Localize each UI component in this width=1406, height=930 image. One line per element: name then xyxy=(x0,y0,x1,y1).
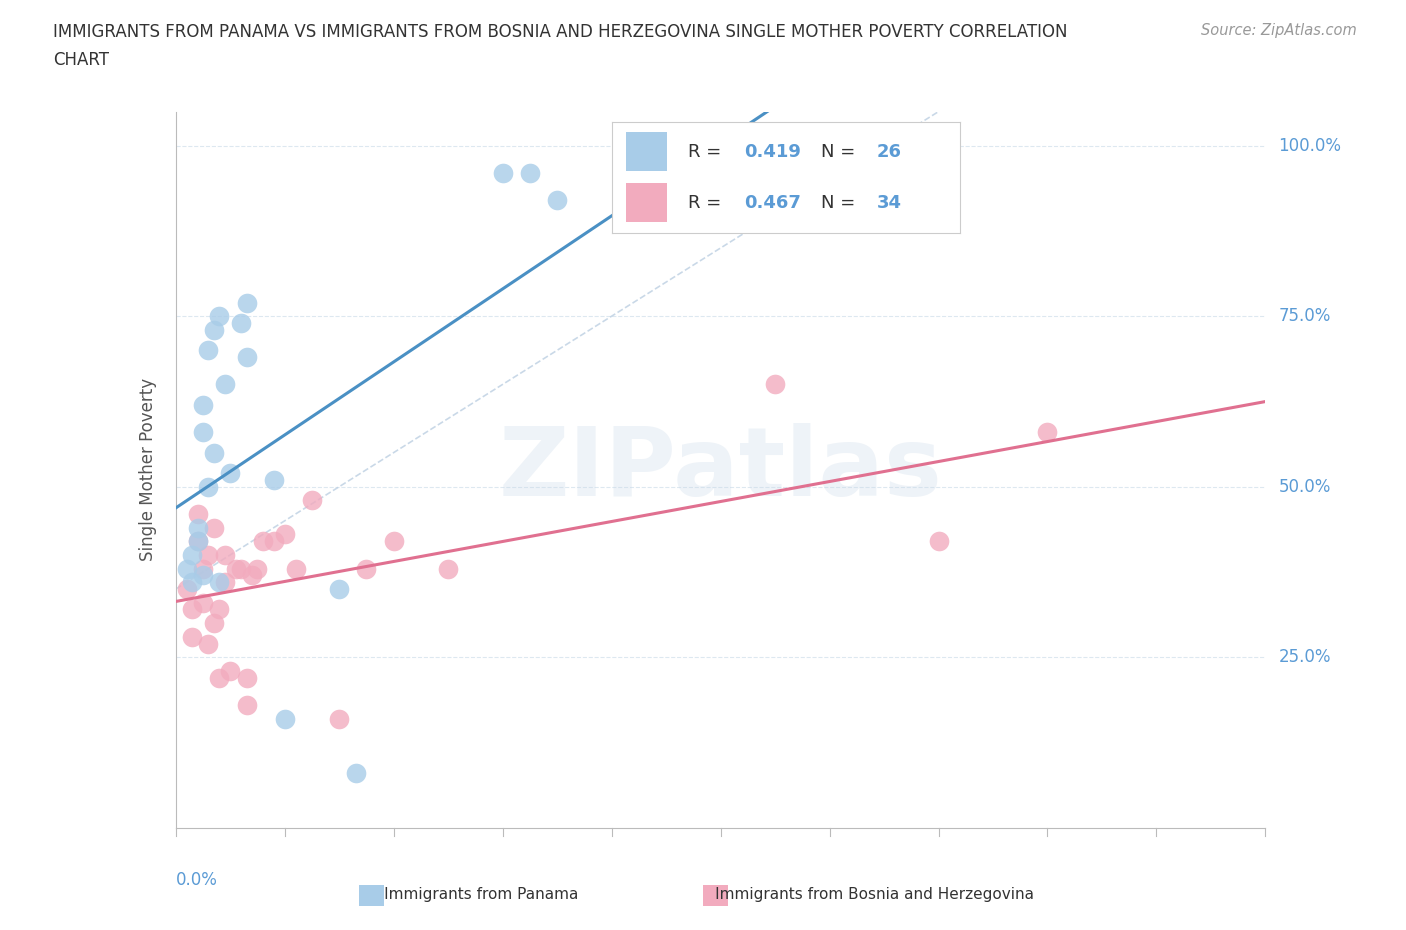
Point xyxy=(263,534,285,549)
Point xyxy=(274,711,297,726)
Point xyxy=(197,548,219,563)
Point xyxy=(191,397,214,412)
Point xyxy=(274,527,297,542)
Point xyxy=(191,568,214,583)
Point xyxy=(284,561,307,576)
Point xyxy=(519,166,541,180)
Point xyxy=(1036,425,1059,440)
Text: 0.0%: 0.0% xyxy=(176,870,218,889)
Point xyxy=(235,698,257,712)
Point xyxy=(235,671,257,685)
Point xyxy=(197,479,219,494)
Point xyxy=(328,581,350,596)
Point xyxy=(181,630,204,644)
Text: Immigrants from Bosnia and Herzegovina: Immigrants from Bosnia and Herzegovina xyxy=(681,887,1035,902)
Point xyxy=(231,561,253,576)
Point xyxy=(181,602,204,617)
Point xyxy=(763,377,786,392)
Point xyxy=(492,166,515,180)
Point xyxy=(235,350,257,365)
Point xyxy=(208,602,231,617)
Point xyxy=(214,575,236,590)
Point xyxy=(214,377,236,392)
Text: 25.0%: 25.0% xyxy=(1278,648,1331,666)
Text: 100.0%: 100.0% xyxy=(1278,137,1341,154)
Point xyxy=(186,534,209,549)
Point xyxy=(382,534,405,549)
Point xyxy=(176,581,198,596)
Point xyxy=(219,466,242,481)
Point xyxy=(186,534,209,549)
Point xyxy=(301,493,323,508)
Y-axis label: Single Mother Poverty: Single Mother Poverty xyxy=(139,379,157,561)
Text: 50.0%: 50.0% xyxy=(1278,478,1331,496)
Point xyxy=(181,575,204,590)
Point xyxy=(328,711,350,726)
Point xyxy=(197,343,219,358)
Point xyxy=(191,595,214,610)
Point xyxy=(546,193,568,207)
Point xyxy=(202,616,225,631)
Point xyxy=(197,636,219,651)
Point xyxy=(356,561,378,576)
Point xyxy=(225,561,247,576)
Point xyxy=(186,507,209,522)
Text: ZIPatlas: ZIPatlas xyxy=(499,423,942,516)
Point xyxy=(219,663,242,678)
Point xyxy=(191,561,214,576)
Text: Immigrants from Panama: Immigrants from Panama xyxy=(350,887,578,902)
Text: IMMIGRANTS FROM PANAMA VS IMMIGRANTS FROM BOSNIA AND HERZEGOVINA SINGLE MOTHER P: IMMIGRANTS FROM PANAMA VS IMMIGRANTS FRO… xyxy=(53,23,1069,41)
Point xyxy=(176,561,198,576)
Text: CHART: CHART xyxy=(53,51,110,69)
Point xyxy=(202,445,225,460)
Point xyxy=(181,548,204,563)
Point xyxy=(208,575,231,590)
Point xyxy=(437,561,460,576)
Point xyxy=(344,765,367,780)
Point xyxy=(231,315,253,330)
Point xyxy=(263,472,285,487)
Point xyxy=(928,534,950,549)
Text: Source: ZipAtlas.com: Source: ZipAtlas.com xyxy=(1201,23,1357,38)
Point xyxy=(208,309,231,324)
Point xyxy=(208,671,231,685)
Point xyxy=(252,534,274,549)
Point xyxy=(235,295,257,310)
Point xyxy=(186,520,209,535)
Point xyxy=(214,548,236,563)
Text: 75.0%: 75.0% xyxy=(1278,307,1331,326)
Point xyxy=(202,323,225,338)
Point xyxy=(202,520,225,535)
Point xyxy=(240,568,263,583)
Point xyxy=(191,425,214,440)
Point xyxy=(246,561,269,576)
